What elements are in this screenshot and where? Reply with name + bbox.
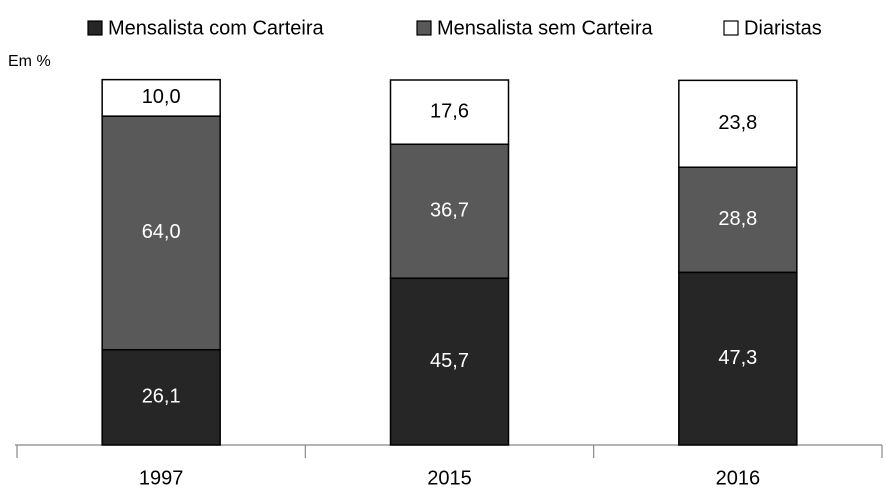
bar-segment [101, 78, 221, 117]
value-label: 10,0 [142, 86, 181, 108]
legend-swatch [416, 20, 432, 36]
legend-swatch [723, 20, 739, 36]
value-label: 23,8 [718, 112, 757, 134]
value-label: 64,0 [142, 221, 181, 243]
bar-segment [678, 271, 798, 446]
value-label: 17,6 [430, 100, 469, 122]
bar-segment [389, 79, 510, 145]
legend-label: Mensalista sem Carteira [437, 17, 654, 39]
value-label: 47,3 [718, 347, 757, 369]
legend-label: Mensalista com Carteira [108, 17, 325, 39]
legend-swatch [87, 20, 103, 36]
value-label: 45,7 [430, 350, 469, 372]
x-tick-label: 2015 [427, 467, 472, 489]
x-tick-label: 2016 [716, 467, 761, 489]
value-label: 26,1 [142, 386, 181, 408]
bar-segment [101, 348, 221, 446]
bar-segment [101, 115, 221, 351]
bar-segment [678, 166, 798, 274]
bar-segment [678, 79, 798, 168]
x-tick-label: 1997 [139, 467, 184, 489]
value-label: 28,8 [718, 208, 757, 230]
value-label: 36,7 [430, 199, 469, 221]
legend-label: Diaristas [744, 17, 822, 39]
unit-label: Em % [8, 53, 51, 70]
